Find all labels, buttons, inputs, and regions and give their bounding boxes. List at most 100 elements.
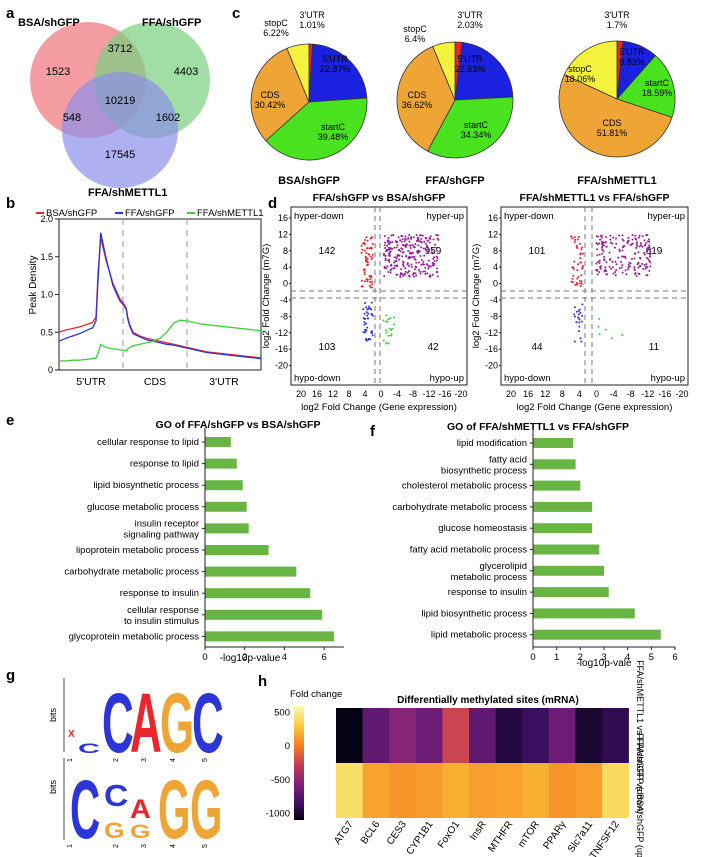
go-category-label: fatty acid: [489, 454, 527, 465]
point-hyper-up: [649, 247, 652, 250]
logo1-pos1-c: C: [78, 740, 100, 756]
point-hyper-up: [614, 270, 617, 273]
point-hyper-up: [648, 240, 651, 243]
point-hypo-down: [364, 328, 367, 331]
point-hyper-up: [605, 236, 608, 239]
point-hyper-up: [393, 261, 396, 264]
point-hyper-down: [360, 244, 363, 247]
point-hyper-up: [648, 245, 651, 248]
panel-letter-e: e: [6, 412, 14, 429]
point-hypo-down: [578, 321, 581, 324]
go-bar: [205, 480, 243, 491]
point-hyper-up: [386, 240, 389, 243]
venn-circle-mettl: [62, 72, 178, 188]
point-hyper-up: [608, 251, 611, 254]
point-hyper-up: [626, 241, 629, 244]
point-hypo-down: [578, 318, 581, 321]
point-hypo-up: [390, 334, 393, 337]
point-hyper-up: [422, 263, 425, 266]
point-hypo-down: [577, 316, 580, 319]
go-bar: [205, 501, 247, 512]
pie-2-label-pct: 34.34%: [461, 130, 492, 140]
point-hypo-down: [578, 325, 581, 328]
heatmap-row-label-1: FFA/shMETTL1 vs FFA/shGFP (down): [635, 660, 645, 814]
heatmap-cell: [575, 708, 603, 763]
pie-1-slice-startc: [265, 97, 368, 161]
point-hyper-up: [403, 240, 406, 243]
point-hypo-down: [367, 317, 370, 320]
point-hyper-up: [641, 245, 644, 248]
point-hyper-up: [408, 275, 411, 278]
go-xtick-label: 1: [554, 652, 559, 663]
point-hyper-up: [387, 259, 390, 262]
quad-xtick-label: -16: [658, 389, 671, 399]
heatmap-cell: [362, 708, 390, 763]
point-hyper-up: [633, 257, 636, 260]
point-hyper-up: [413, 255, 416, 258]
go-category-label: signaling pathway: [123, 529, 199, 540]
go-e-title: GO of FFA/shGFP vs BSA/shGFP: [156, 419, 321, 431]
point-hypo-up: [385, 314, 388, 317]
point-hyper-up: [391, 241, 394, 244]
point-hyper-up: [642, 251, 645, 254]
point-hypo-down: [366, 326, 369, 329]
quad-ytick-label: 4: [493, 262, 498, 272]
point-hyper-down: [368, 274, 371, 277]
colorbar-tick-label: -1000: [266, 808, 290, 819]
quad-xtick-label: -12: [641, 389, 654, 399]
point-hyper-up: [618, 248, 621, 251]
heatmap-column-label: mTOR: [516, 819, 542, 849]
point-hyper-down: [577, 275, 580, 278]
point-hyper-up: [598, 262, 601, 265]
go-category-label: cholesterol metabolic process: [402, 481, 527, 492]
point-hyper-up: [411, 244, 414, 247]
point-hypo-down: [365, 306, 368, 309]
logo1-position-label: 3: [141, 758, 148, 762]
point-hyper-down: [364, 259, 367, 262]
point-hyper-up: [412, 273, 415, 276]
heatmap-cell: [495, 763, 523, 818]
quad-ytick-label: -16: [485, 344, 498, 354]
point-hyper-up: [617, 256, 620, 259]
go-e-bars: cellular response to lipid response to li…: [64, 428, 344, 663]
go-category-label: lipid modification: [457, 438, 527, 449]
point-hyper-down: [361, 285, 364, 288]
point-hyper-up: [595, 269, 598, 272]
quad-count-hyper-down: 142: [319, 246, 336, 257]
point-hyper-up: [615, 263, 618, 266]
point-hyper-up: [403, 237, 406, 240]
heatmap-row-label-2: FFA/shGFP vs BSA/shGFP (up): [635, 733, 645, 857]
point-hyper-down: [575, 244, 578, 247]
point-hypo-up: [391, 327, 394, 330]
point-hypo-up: [387, 318, 390, 321]
point-hyper-up: [423, 240, 426, 243]
point-hyper-down: [580, 282, 583, 285]
point-hyper-up: [631, 238, 634, 241]
quad-xtick-label: 20: [506, 389, 516, 399]
point-hyper-up: [396, 244, 399, 247]
point-hyper-up: [414, 243, 417, 246]
point-hyper-up: [400, 268, 403, 271]
point-hyper-up: [637, 236, 640, 239]
point-hyper-down: [369, 280, 372, 283]
logo1-position-label: 1: [67, 758, 74, 762]
point-hyper-up: [644, 242, 647, 245]
quad-count-hypo-up: 42: [427, 342, 439, 353]
point-hyper-up: [634, 237, 637, 240]
logo1-position-label: 5: [202, 758, 209, 762]
pie-3-label-name: startC: [645, 78, 670, 88]
quad-2-xlabel: log2 Fold Change (Gene expression): [517, 402, 673, 413]
colorbar-ticks: 500 0 -500 -1000: [266, 708, 290, 820]
point-hyper-up: [618, 234, 621, 237]
metagene-ytick-label: 1.0: [40, 290, 53, 300]
point-hyper-up: [436, 267, 439, 270]
go-e-xlabel: -log10p-value: [220, 653, 281, 664]
go-bar: [533, 459, 576, 470]
go-category-label: lipid biosynthetic process: [93, 480, 199, 491]
point-hyper-up: [394, 240, 397, 243]
point-hyper-up: [403, 272, 406, 275]
heatmap-cell: [602, 763, 629, 818]
colorbar-tick-label: 0: [285, 741, 290, 752]
point-hypo-down: [573, 315, 576, 318]
quad-xtick-label: 12: [328, 389, 338, 399]
